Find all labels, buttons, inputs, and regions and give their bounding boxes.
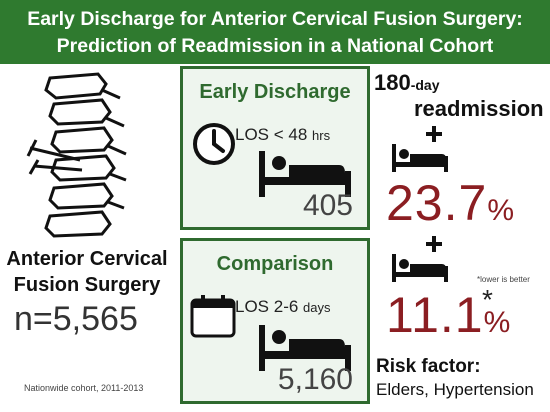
- comparison-los-unit: days: [303, 300, 331, 315]
- title-line-1: Early Discharge for Anterior Cervical Fu…: [27, 8, 523, 30]
- early-los: LOS < 48 hrs: [235, 125, 330, 145]
- lower-is-better-note: *lower is better: [477, 275, 530, 284]
- hospital-bed-icon: [392, 236, 448, 282]
- procedure-title: Anterior Cervical Fusion Surgery: [2, 246, 172, 298]
- early-readmission-rate: 23.7%: [386, 174, 515, 232]
- comparison-los: LOS 2-6 days: [235, 297, 331, 317]
- cohort-footnote: Nationwide cohort, 2011-2013: [24, 383, 144, 393]
- early-discharge-panel: Early Discharge LOS < 48 hrs 405: [180, 66, 370, 230]
- procedure-title-line-1: Anterior Cervical: [6, 248, 168, 270]
- header-banner: Early Discharge for Anterior Cervical Fu…: [0, 0, 550, 64]
- percent-sign: %: [487, 194, 516, 227]
- readmission-header: 180-day readmission: [374, 70, 550, 121]
- significance-star: *: [482, 284, 493, 315]
- title-line-2: Prediction of Readmission in a National …: [56, 35, 494, 57]
- hospital-bed-icon: [392, 126, 448, 172]
- cohort-size: n=5,565: [14, 300, 138, 338]
- calendar-icon: [190, 295, 236, 338]
- risk-factor-label: Risk factor:: [376, 356, 481, 377]
- readmission-days-suffix: -day: [410, 77, 440, 93]
- comparison-los-main: LOS 2-6: [235, 297, 299, 316]
- comparison-panel: Comparison LOS 2-6 days 5,160: [180, 238, 370, 404]
- procedure-title-line-2: Fusion Surgery: [13, 274, 161, 296]
- spine-icon: [26, 72, 127, 238]
- comparison-title: Comparison: [216, 253, 334, 275]
- early-discharge-title: Early Discharge: [199, 81, 351, 103]
- early-count: 405: [302, 189, 353, 222]
- early-readmission-value: 23.7: [386, 175, 488, 231]
- percent-sign: %: [483, 306, 512, 339]
- clock-icon: [193, 123, 235, 165]
- comparison-readmission-value: 11.1: [386, 287, 484, 343]
- readmission-word: readmission: [414, 96, 544, 121]
- bed-icon: [259, 151, 351, 197]
- comparison-readmission-rate: 11.1%: [386, 286, 511, 344]
- bed-icon: [259, 325, 351, 371]
- early-los-unit: hrs: [312, 128, 331, 143]
- readmission-days: 180: [374, 70, 411, 95]
- comparison-count: 5,160: [277, 363, 353, 396]
- early-los-main: LOS < 48: [235, 125, 308, 144]
- risk-factor-value: Elders, Hypertension: [376, 380, 534, 399]
